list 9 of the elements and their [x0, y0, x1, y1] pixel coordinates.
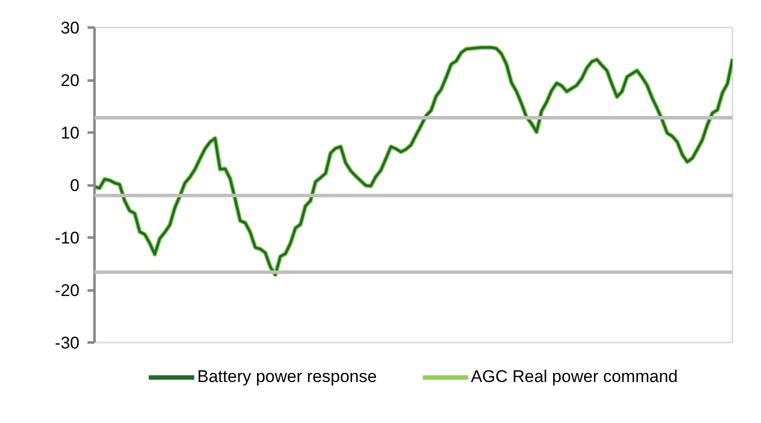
y-tick-label: 30 — [60, 18, 80, 38]
y-tick-label: 20 — [60, 71, 80, 90]
legend-label: AGC Real power command — [470, 367, 678, 387]
legend-label: Battery power response — [197, 367, 377, 387]
y-tick-label: 10 — [60, 124, 80, 142]
y-tick-label: -10 — [54, 228, 80, 248]
y-tick-label: -30 — [54, 334, 80, 352]
y-tick-label: -20 — [54, 281, 80, 300]
y-tick-label: 0 — [70, 176, 80, 195]
